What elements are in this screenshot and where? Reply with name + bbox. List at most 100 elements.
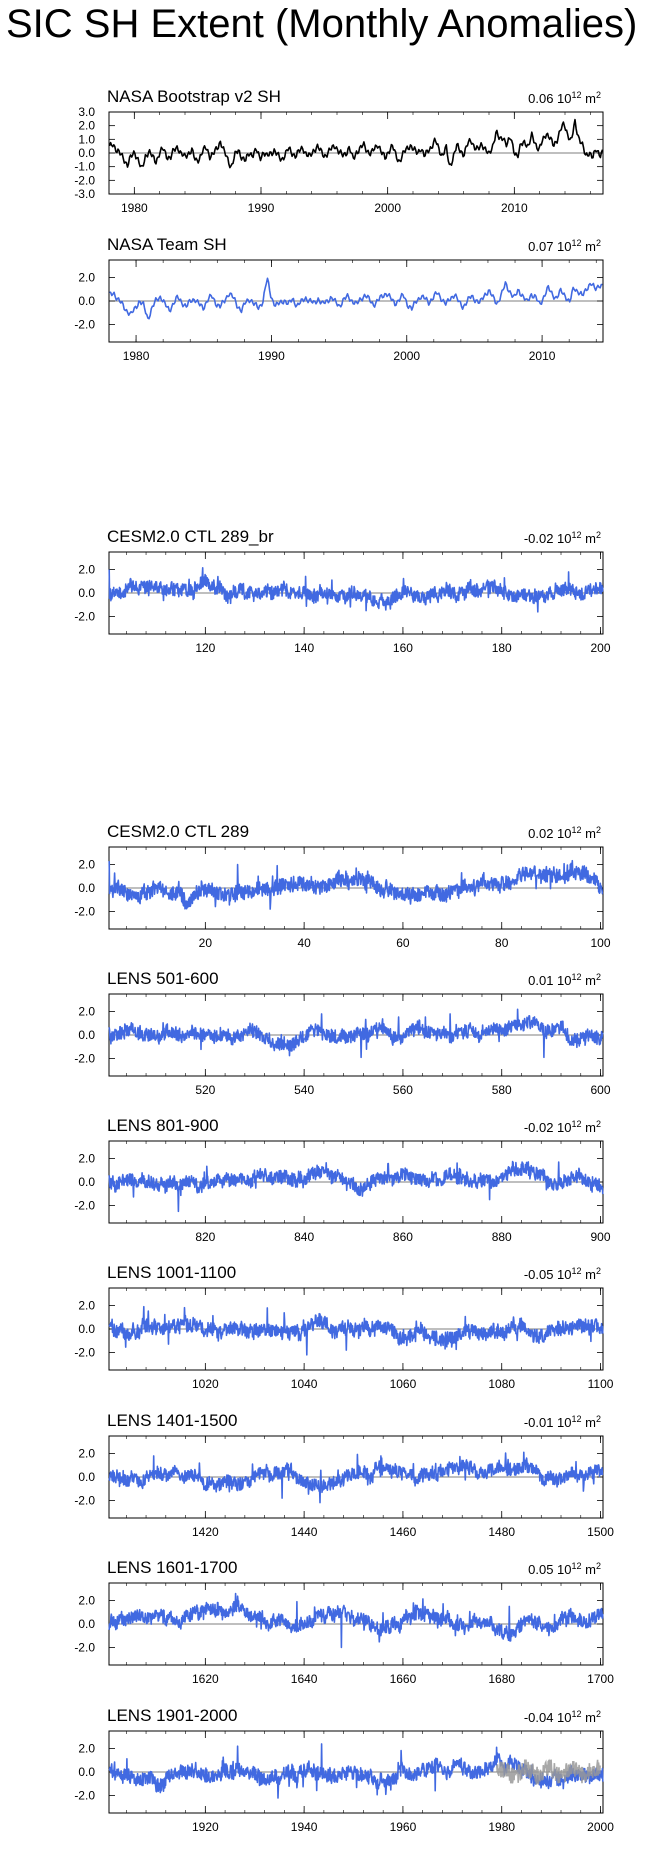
y-tick-label: 2.0 (78, 1299, 95, 1313)
page-title: SIC SH Extent (Monthly Anomalies) (6, 2, 638, 46)
y-tick-label: -2.0 (74, 1640, 95, 1654)
panel-mean-label: -0.02 1012 m2 (524, 530, 601, 546)
y-tick-label: -2.0 (74, 1345, 95, 1359)
panel-mean-label: 0.02 1012 m2 (528, 825, 601, 841)
chart-panel: LENS 1401-1500 -0.01 1012 m2 2.0 0.0 -2.0 142… (74, 1411, 614, 1539)
y-tick-label: 0.0 (78, 1470, 95, 1484)
x-tick-label: 900 (591, 1230, 611, 1244)
x-tick-label: 160 (393, 641, 413, 655)
panel-mean-label: -0.04 1012 m2 (524, 1709, 601, 1725)
y-tick-label: 2.0 (78, 858, 95, 872)
x-tick-label: 860 (393, 1230, 413, 1244)
chart-panel: LENS 801-900 -0.02 1012 m2 2.0 0.0 -2.0 820 84… (74, 1116, 611, 1244)
y-tick-label: 0.0 (78, 1175, 95, 1189)
x-tick-label: 1020 (192, 1377, 219, 1391)
x-tick-label: 1440 (291, 1525, 318, 1539)
x-tick-label: 1980 (488, 1820, 515, 1834)
y-tick-label: -2.0 (74, 1051, 95, 1065)
y-tick-label: -2.0 (74, 1493, 95, 1507)
x-tick-label: 2000 (587, 1820, 614, 1834)
x-tick-label: 1460 (390, 1525, 417, 1539)
x-tick-label: 820 (195, 1230, 215, 1244)
chart-panel: LENS 501-600 0.01 1012 m2 2.0 0.0 -2.0 520 540… (74, 969, 611, 1097)
x-tick-label: 20 (199, 936, 213, 950)
x-tick-label: 1680 (488, 1672, 515, 1686)
x-tick-label: 520 (195, 1083, 215, 1097)
series-line (108, 1592, 604, 1649)
x-tick-label: 1420 (192, 1525, 219, 1539)
series-line (108, 118, 604, 169)
x-tick-label: 40 (297, 936, 311, 950)
y-tick-label: 2.0 (78, 563, 95, 577)
x-tick-label: 120 (195, 641, 215, 655)
panel-title: LENS 1401-1500 (107, 1411, 237, 1430)
y-tick-label: -2.0 (74, 173, 95, 187)
x-tick-label: 1080 (488, 1377, 515, 1391)
y-tick-label: 0.0 (78, 146, 95, 160)
series-line (108, 1451, 604, 1504)
series-line (108, 859, 604, 910)
chart-panel: CESM2.0 CTL 289_br -0.02 1012 m2 2.0 0.0 -2.… (74, 527, 611, 655)
series-line (108, 1305, 604, 1356)
x-tick-label: 1940 (291, 1820, 318, 1834)
x-tick-label: 1960 (390, 1820, 417, 1834)
panel-mean-label: 0.01 1012 m2 (528, 972, 601, 988)
chart-panel: NASA Bootstrap v2 SH 0.06 1012 m2 3.02.01.… (74, 87, 604, 215)
y-tick-label: 2.0 (78, 271, 95, 285)
x-tick-label: 1980 (121, 201, 148, 215)
y-tick-label: -1.0 (74, 160, 95, 174)
y-tick-label: -2.0 (74, 1788, 95, 1802)
y-tick-label: 2.0 (78, 1742, 95, 1756)
x-tick-label: 1060 (390, 1377, 417, 1391)
y-tick-label: 0.0 (78, 294, 95, 308)
x-tick-label: 1990 (248, 201, 275, 215)
y-tick-label: -2.0 (74, 1198, 95, 1212)
panel-mean-label: 0.05 1012 m2 (528, 1561, 601, 1577)
panel-title: CESM2.0 CTL 289 (107, 822, 249, 841)
panel-mean-label: -0.05 1012 m2 (524, 1266, 601, 1282)
y-tick-label: 0.0 (78, 1028, 95, 1042)
x-tick-label: 880 (492, 1230, 512, 1244)
series-line (108, 566, 604, 613)
chart-panel: NASA Team SH 0.07 1012 m2 2.0 0.0 -2.0 1980 19… (74, 235, 604, 363)
x-tick-label: 1620 (192, 1672, 219, 1686)
y-tick-label: 2.0 (78, 1594, 95, 1608)
y-tick-label: 2.0 (78, 1152, 95, 1166)
panel-title: CESM2.0 CTL 289_br (107, 527, 274, 546)
x-tick-label: 1660 (390, 1672, 417, 1686)
x-tick-label: 1700 (587, 1672, 614, 1686)
y-tick-label: 2.0 (78, 1447, 95, 1461)
x-tick-label: 560 (393, 1083, 413, 1097)
x-tick-label: 1040 (291, 1377, 318, 1391)
x-tick-label: 140 (294, 641, 314, 655)
chart-panel: CESM2.0 CTL 289 0.02 1012 m2 2.0 0.0 -2.0 20 4… (74, 822, 611, 950)
series-line (108, 1160, 604, 1213)
y-tick-label: 2.0 (78, 1005, 95, 1019)
x-tick-label: 2010 (501, 201, 528, 215)
series-line (109, 277, 603, 320)
panel-mean-label: 0.07 1012 m2 (528, 238, 601, 254)
panel-title: NASA Team SH (107, 235, 227, 254)
y-tick-label: -2.0 (74, 904, 95, 918)
panel-mean-label: 0.06 1012 m2 (528, 90, 601, 106)
panel-title: NASA Bootstrap v2 SH (107, 87, 281, 106)
x-tick-label: 180 (492, 641, 512, 655)
y-tick-label: 0.0 (78, 586, 95, 600)
y-tick-label: 0.0 (78, 881, 95, 895)
x-tick-label: 840 (294, 1230, 314, 1244)
chart-panel: LENS 1001-1100 -0.05 1012 m2 2.0 0.0 -2.0 102… (74, 1263, 613, 1391)
panel-title: LENS 1001-1100 (107, 1263, 236, 1282)
x-tick-label: 2000 (374, 201, 401, 215)
y-tick-label: -2.0 (74, 609, 95, 623)
x-tick-label: 200 (591, 641, 611, 655)
x-tick-label: 1920 (192, 1820, 219, 1834)
x-tick-label: 100 (591, 936, 611, 950)
y-tick-label: 3.0 (78, 105, 95, 119)
panel-title: LENS 801-900 (107, 1116, 219, 1135)
x-tick-label: 2010 (529, 349, 556, 363)
y-tick-label: 2.0 (78, 119, 95, 133)
chart-panel: LENS 1901-2000 -0.04 1012 m2 2.0 0.0 -2.0 192… (74, 1706, 614, 1834)
x-tick-label: 1980 (123, 349, 150, 363)
y-tick-label: -3.0 (74, 187, 95, 201)
